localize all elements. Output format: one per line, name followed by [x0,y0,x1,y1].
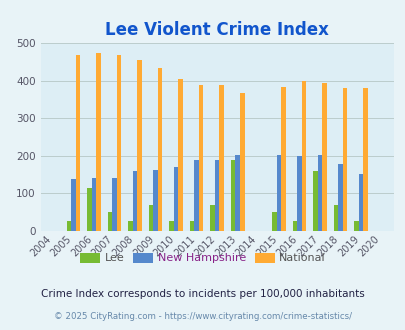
Bar [337,164,342,231]
Bar [173,167,178,231]
Bar [149,205,153,231]
Bar [178,79,183,231]
Bar [210,205,214,231]
Bar [317,155,321,231]
Bar [230,159,235,231]
Bar [235,155,239,231]
Bar [169,221,173,231]
Bar [271,212,276,231]
Bar [239,92,244,231]
Bar [276,155,280,231]
Bar [353,221,358,231]
Bar [321,83,326,231]
Bar [292,221,296,231]
Text: © 2025 CityRating.com - https://www.cityrating.com/crime-statistics/: © 2025 CityRating.com - https://www.city… [54,312,351,321]
Bar [296,156,301,231]
Bar [214,159,219,231]
Bar [96,53,100,231]
Bar [107,212,112,231]
Bar [333,205,337,231]
Bar [112,178,117,231]
Text: Crime Index corresponds to incidents per 100,000 inhabitants: Crime Index corresponds to incidents per… [41,289,364,299]
Bar [342,88,346,231]
Bar [158,69,162,231]
Legend: Lee, New Hampshire, National: Lee, New Hampshire, National [77,249,328,267]
Bar [312,171,317,231]
Bar [128,221,132,231]
Bar [153,170,158,231]
Bar [66,221,71,231]
Bar [71,179,75,231]
Bar [219,85,224,231]
Bar [117,55,121,231]
Bar [92,178,96,231]
Bar [198,85,203,231]
Bar [358,174,362,231]
Bar [301,81,305,231]
Bar [75,54,80,231]
Title: Lee Violent Crime Index: Lee Violent Crime Index [105,20,328,39]
Bar [132,171,137,231]
Bar [87,188,92,231]
Bar [194,159,198,231]
Bar [362,88,367,231]
Bar [190,221,194,231]
Bar [280,86,285,231]
Bar [137,60,141,231]
